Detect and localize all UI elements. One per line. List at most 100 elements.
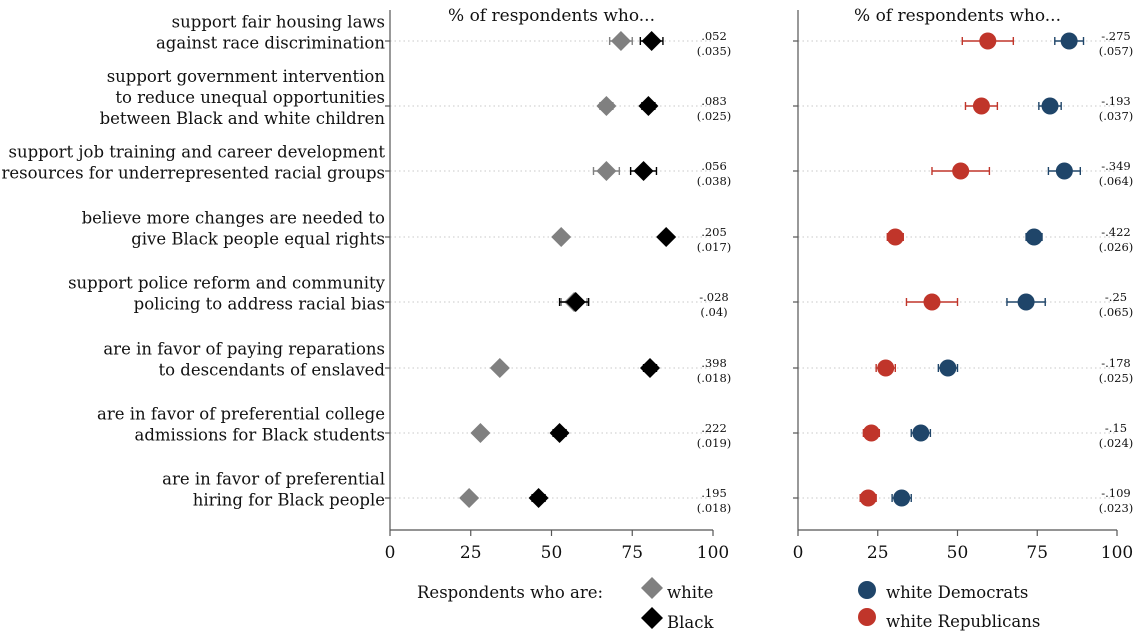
legend-swatch-white [641,577,663,599]
x-tick-label: 0 [793,543,804,563]
category-label: resources for underrepresented racial gr… [2,164,386,183]
point-white [489,358,510,378]
category-label: believe more changes are needed to [82,209,385,228]
point-white-republicans [972,97,990,115]
category-label: are in favor of preferential [162,470,385,489]
category-label: admissions for Black students [135,426,385,445]
point-white-republicans [862,424,880,442]
se-label: (.04) [700,305,727,319]
legend: Respondents who are: white Black white Demo… [417,577,1040,632]
point-white [596,96,617,116]
se-label: (.026) [1099,240,1134,254]
coef-label: .083 [701,94,727,108]
point-white [459,488,480,508]
panel-title: % of respondents who... [448,6,655,26]
point-white-democrats [1060,32,1078,50]
x-tick-label: 25 [460,543,482,563]
x-tick-label: 50 [541,543,563,563]
se-label: (.019) [697,436,732,450]
category-label: support government intervention [107,67,386,86]
point-black [549,423,570,443]
se-label: (.023) [1099,501,1134,515]
point-black [633,161,654,181]
point-black [656,227,677,247]
se-label: (.037) [1099,109,1134,123]
category-label: policing to address racial bias [134,295,385,314]
x-tick-label: 75 [1026,543,1048,563]
se-label: (.018) [697,371,732,385]
point-white-republicans [877,359,895,377]
x-tick-label: 75 [621,543,643,563]
point-white-republicans [859,489,877,507]
legend-label-white-democrats: white Democrats [886,583,1028,602]
category-label: to reduce unequal opportunities [115,88,385,107]
x-tick-label: 50 [947,543,969,563]
legend-label-black: Black [667,613,714,632]
coef-label: .195 [701,486,727,500]
point-black [638,96,659,116]
point-white-republicans [923,293,941,311]
coef-label: -.422 [1101,225,1131,239]
se-label: (.064) [1099,174,1134,188]
point-black [640,358,661,378]
point-white-republicans [952,162,970,180]
point-white-republicans [886,228,904,246]
se-label: (.017) [697,240,732,254]
panel-title: % of respondents who... [854,6,1061,26]
point-white-democrats [1025,228,1043,246]
x-tick-label: 0 [385,543,396,563]
coef-label: .205 [701,225,727,239]
coef-label: -.25 [1105,290,1127,304]
se-label: (.057) [1099,44,1134,58]
se-label: (.025) [697,109,732,123]
coef-label: -.109 [1101,486,1131,500]
left-panel: % of respondents who...0 25 50 75 100.052(.0… [2,6,732,563]
point-black [528,488,549,508]
legend-title: Respondents who are: [417,583,603,602]
coef-label: .056 [701,159,727,173]
point-white [610,31,631,51]
se-label: (.025) [1099,371,1134,385]
point-white-democrats [1017,293,1035,311]
category-label: support fair housing laws [172,13,385,32]
category-label: support job training and career developm… [9,143,386,162]
coef-label: -.028 [699,290,729,304]
se-label: (.038) [697,174,732,188]
x-tick-label: 100 [1101,543,1133,563]
point-white-republicans [979,32,997,50]
legend-label-white: white [667,583,713,602]
point-white-democrats [912,424,930,442]
point-white [596,161,617,181]
coef-label: .398 [701,356,727,370]
se-label: (.065) [1099,305,1134,319]
coef-label: -.178 [1101,356,1131,370]
category-label: against race discrimination [156,34,385,53]
point-black [641,31,662,51]
point-white [551,227,572,247]
point-white-democrats [893,489,911,507]
legend-swatch-white-democrats [858,581,876,599]
category-label: support police reform and community [68,274,386,293]
point-black [565,292,586,312]
coef-label: -.15 [1105,421,1127,435]
category-label: give Black people equal rights [131,230,385,249]
legend-label-white-republicans: white Republicans [886,612,1040,631]
point-white-democrats [1055,162,1073,180]
legend-swatch-white-republicans [858,608,876,626]
coef-label: -.275 [1101,29,1131,43]
category-label: are in favor of paying reparations [103,340,385,359]
se-label: (.018) [697,501,732,515]
right-panel: % of respondents who...0 25 50 75 100-.275(.… [793,6,1134,563]
point-white-democrats [939,359,957,377]
category-label: to descendants of enslaved [158,361,385,380]
coef-label: .052 [701,29,727,43]
x-tick-label: 25 [867,543,889,563]
coef-label: -.349 [1101,159,1131,173]
se-label: (.035) [697,44,732,58]
point-white [470,423,491,443]
coef-label: -.193 [1101,94,1131,108]
category-label: hiring for Black people [193,491,385,510]
legend-swatch-black [641,607,663,629]
x-tick-label: 100 [697,543,729,563]
